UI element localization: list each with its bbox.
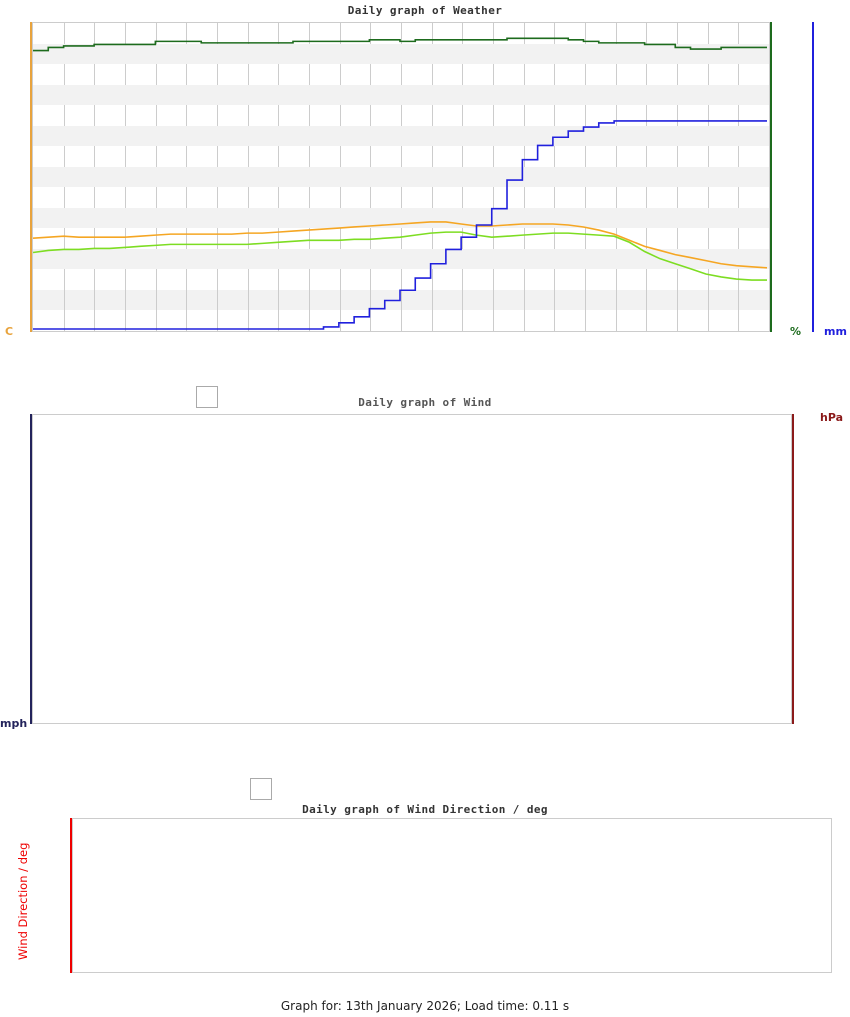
footer-caption: Graph for: 13th January 2026; Load time:… bbox=[280, 999, 570, 1013]
series-right2 bbox=[33, 120, 768, 330]
chart1-right-axis-line bbox=[770, 22, 772, 332]
chart2-title: Daily graph of Wind bbox=[358, 396, 492, 409]
chart1-series-canvas bbox=[33, 23, 769, 331]
chart2-left-axis-line bbox=[30, 414, 32, 724]
chart3-plot-area bbox=[72, 818, 832, 973]
chart1-title: Daily graph of Weather bbox=[347, 4, 503, 17]
chart2-plot-area bbox=[32, 414, 792, 724]
chart1-right-axis-unit: % bbox=[790, 325, 802, 338]
chart1-legend bbox=[196, 386, 218, 408]
plot-band bbox=[33, 84, 769, 106]
chart1-plot-area bbox=[32, 22, 770, 332]
chart2-legend bbox=[250, 778, 272, 800]
plot-band bbox=[33, 166, 769, 188]
chart2-right-axis-unit: hPa bbox=[820, 411, 844, 424]
chart1-left-axis-line bbox=[30, 22, 32, 332]
chart1-right2-axis-unit: mm bbox=[824, 325, 847, 338]
chart1-left-axis-unit: C bbox=[5, 325, 14, 338]
series-left bbox=[33, 221, 768, 269]
chart2-right-axis-line bbox=[792, 414, 794, 724]
chart3-left-axis-line bbox=[70, 818, 72, 973]
series-left bbox=[33, 231, 768, 281]
chart1-right2-axis-line bbox=[812, 22, 814, 332]
chart3-series-canvas bbox=[73, 819, 831, 972]
chart2-series-canvas bbox=[33, 415, 791, 723]
chart3-y-axis-label: Wind Direction / deg bbox=[16, 842, 30, 960]
series-right1 bbox=[33, 37, 768, 52]
chart3-title: Daily graph of Wind Direction / deg bbox=[302, 803, 548, 816]
plot-band bbox=[33, 248, 769, 270]
plot-band bbox=[33, 43, 769, 65]
chart2-left-axis-unit: mph bbox=[0, 717, 28, 730]
plot-band bbox=[33, 207, 769, 229]
plot-band bbox=[33, 125, 769, 147]
